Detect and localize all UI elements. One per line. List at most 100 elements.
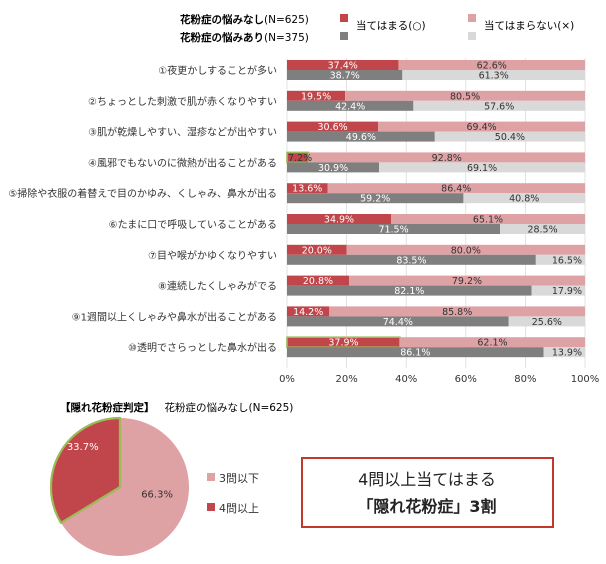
data-label-a-apply: 37.4% — [328, 61, 358, 72]
data-label-a-not-apply: 80.0% — [451, 245, 481, 256]
bar-a-apply — [287, 90, 346, 101]
bar-b-apply — [287, 347, 544, 358]
data-label-a-not-apply: 65.1% — [473, 215, 503, 226]
data-label-b-apply: 86.1% — [400, 348, 430, 359]
bar-b-not-apply — [434, 131, 585, 142]
pie-label-4-or-more: 33.7% — [67, 442, 99, 453]
data-label-a-not-apply: 85.8% — [442, 307, 472, 318]
data-label-a-apply: 13.6% — [292, 184, 322, 195]
bar-b-apply — [287, 162, 380, 173]
data-label-b-apply: 74.4% — [383, 317, 413, 328]
x-tick-label: 0% — [279, 374, 295, 385]
callout-box: 4問以上当てはまる 「隠れ花粉症」3割 — [301, 457, 554, 528]
pie-slice-4-or-more — [49, 416, 122, 524]
legend: 花粉症の悩みなし(N=625) 花粉症の悩みあり(N=375) 当てはまる(○)… — [180, 13, 574, 44]
data-label-b-apply: 38.7% — [330, 71, 360, 82]
x-tick-label: 40% — [395, 374, 417, 385]
data-label-a-not-apply: 80.5% — [450, 91, 480, 102]
data-label-a-apply: 20.8% — [303, 276, 333, 287]
bar-a-not-apply — [329, 306, 585, 317]
pie-legend-3-or-fewer: 3問以下 — [219, 472, 259, 485]
bar-b-apply — [287, 131, 435, 142]
bar-a-apply — [287, 306, 330, 317]
bar-a-not-apply — [345, 90, 585, 101]
data-label-b-not-apply: 13.9% — [552, 348, 582, 359]
bar-b-not-apply — [379, 162, 585, 173]
bar-a-apply — [287, 121, 379, 132]
legend-group-b-n: (N=375) — [264, 32, 309, 44]
x-tick-label: 80% — [514, 374, 536, 385]
legend-swatch-b-not-apply — [468, 32, 476, 40]
data-label-b-apply: 30.9% — [318, 163, 348, 174]
data-label-a-apply: 34.9% — [324, 215, 354, 226]
bar-b-not-apply — [413, 100, 585, 111]
data-label-a-not-apply: 69.4% — [467, 122, 497, 133]
pie-label-3-or-fewer: 66.3% — [141, 490, 173, 501]
data-label-b-not-apply: 40.8% — [509, 194, 539, 205]
pie-slice-3-or-fewer — [61, 418, 189, 556]
pie-title: 【隠れ花粉症判定】 花粉症の悩みなし(N=625) — [60, 401, 293, 414]
pie-title-bracket: 【隠れ花粉症判定】 — [60, 401, 155, 414]
bar-b-apply — [287, 254, 536, 265]
data-label-a-apply: 19.5% — [301, 91, 331, 102]
data-label-a-apply: 14.2% — [293, 307, 323, 318]
pie-legend-swatch-3-or-fewer — [207, 473, 215, 481]
bar-a-not-apply — [348, 275, 585, 286]
data-label-b-apply: 83.5% — [396, 255, 426, 266]
data-label-b-apply: 71.5% — [378, 225, 408, 236]
category-label: ⑨1週間以上くしゃみや鼻水が出ることがある — [72, 310, 277, 323]
legend-swatch-a-not-apply — [468, 14, 476, 22]
bar-b-not-apply — [531, 285, 585, 296]
bar-chart: 0% 20% 40% 60% 80% 100% ①夜更かしすることが多い 37.4% 62.6%… — [8, 58, 599, 385]
category-label: ①夜更かしすることが多い — [158, 64, 277, 77]
data-label-a-not-apply: 62.1% — [477, 338, 507, 349]
callout-frame — [301, 457, 554, 528]
legend-group-b-bold: 花粉症の悩みあり — [180, 31, 264, 44]
data-label-b-not-apply: 28.5% — [527, 225, 557, 236]
pie-legend-swatch-4-or-more — [207, 503, 215, 511]
category-label: ③肌が乾燥しやすい、湿疹などが出やすい — [88, 126, 277, 139]
bar-b-apply — [287, 224, 501, 234]
bar-a-apply — [287, 244, 347, 255]
bar-a-not-apply — [327, 183, 585, 194]
category-label: ⑦目や喉がかゆくなりやすい — [148, 249, 277, 262]
bar-a-not-apply — [398, 60, 585, 70]
data-label-a-not-apply: 86.4% — [441, 184, 471, 195]
bar-b-not-apply — [543, 347, 585, 358]
bar-b-not-apply — [508, 316, 585, 327]
legend-group-b: 花粉症の悩みあり(N=375) — [180, 31, 309, 44]
data-label-b-not-apply: 69.1% — [467, 163, 497, 174]
category-label: ②ちょっとした刺激で肌が赤くなりやすい — [88, 95, 277, 108]
callout-line-1: 4問以上当てはまる — [358, 470, 496, 489]
bar-a-apply — [287, 214, 392, 224]
data-label-a-apply: 20.0% — [302, 245, 332, 256]
category-label: ⑧連続したくしゃみがでる — [158, 280, 277, 293]
bar-b-apply — [287, 316, 509, 327]
bar-b-apply — [287, 285, 532, 296]
category-label: ⑥たまに口で呼吸していることがある — [109, 218, 277, 231]
legend-key-not-apply: 当てはまらない(×) — [484, 19, 574, 32]
data-label-a-apply: 37.9% — [328, 338, 358, 349]
bar-a-apply — [287, 183, 328, 194]
x-tick-label: 100% — [571, 374, 600, 385]
legend-group-a-bold: 花粉症の悩みなし — [180, 13, 264, 26]
data-label-b-not-apply: 16.5% — [552, 255, 582, 266]
category-label: ⑤掃除や衣服の着替えで目のかゆみ、くしゃみ、鼻水が出る — [8, 187, 277, 200]
category-label: ④風邪でもないのに微熱が出ることがある — [88, 156, 277, 169]
data-label-a-not-apply: 79.2% — [452, 276, 482, 287]
bar-a-apply — [287, 275, 349, 286]
category-label: ⑩透明でさらっとした鼻水が出る — [128, 341, 277, 354]
x-tick-label: 60% — [455, 374, 477, 385]
data-label-b-not-apply: 57.6% — [484, 101, 514, 112]
bar-a-apply — [287, 60, 399, 70]
bar-a-not-apply — [346, 244, 585, 255]
bar-b-apply — [287, 100, 414, 111]
legend-group-a-n: (N=625) — [264, 14, 309, 26]
bar-a-not-apply — [391, 214, 585, 224]
pie-legend-4-or-more: 4問以上 — [219, 502, 259, 515]
x-tick-label: 20% — [335, 374, 357, 385]
bar-b-not-apply — [402, 70, 585, 80]
data-label-a-apply: 7.2% — [288, 153, 312, 164]
data-label-b-apply: 82.1% — [394, 286, 424, 297]
